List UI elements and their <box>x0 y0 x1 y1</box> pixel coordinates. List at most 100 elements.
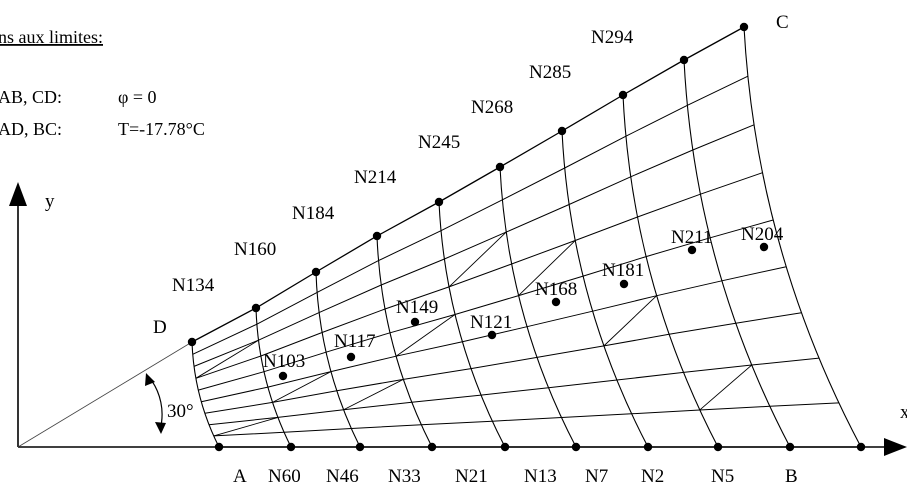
mesh-radial-line-3 <box>376 235 433 448</box>
mesh-row-line-8 <box>192 75 749 355</box>
node-label-n103: N103 <box>263 351 305 372</box>
mesh-radial-line-0 <box>191 341 220 448</box>
mesh-diagonal-line-5 <box>518 240 576 296</box>
node-label-n168: N168 <box>535 279 577 300</box>
mesh-diagonal-line-4 <box>448 231 507 288</box>
node-label-n245: N245 <box>418 132 460 153</box>
node-label-n294: N294 <box>591 27 634 48</box>
mesh-radial-line-1 <box>255 307 292 448</box>
node-label-n160: N160 <box>234 239 276 260</box>
bottom-node-dot-3 <box>427 442 437 452</box>
mesh-row-line-3 <box>204 312 802 414</box>
top-node-dot-3 <box>372 231 382 241</box>
node-label-n13: N13 <box>524 466 557 485</box>
mesh-row-line-6 <box>195 172 763 379</box>
top-node-dot-0 <box>187 337 197 347</box>
mesh-radial-line-7 <box>622 94 719 448</box>
node-label-n181: N181 <box>602 260 644 281</box>
mesh-diagonal-line-6 <box>603 295 657 347</box>
top-node-dot-4 <box>434 197 444 207</box>
mesh-arc-lines <box>191 26 861 448</box>
bottom-node-dot-6 <box>643 442 653 452</box>
interior-node-dot-3 <box>487 330 497 340</box>
mesh-diagonal-line-3 <box>395 314 456 357</box>
mesh-row-line-5 <box>198 219 774 391</box>
mesh-radial-line-8 <box>683 59 791 448</box>
bottom-node-dot-9 <box>856 442 866 452</box>
node-label-n5: N5 <box>711 466 734 485</box>
boundary-conditions-title: ns aux limites: <box>0 27 103 47</box>
mesh-radial-line-9 <box>743 26 862 448</box>
bc-edges-ab-cd: AB, CD: <box>0 87 62 107</box>
node-label-n204: N204 <box>741 224 784 245</box>
bottom-node-dot-0 <box>214 442 224 452</box>
bottom-node-dot-7 <box>713 442 723 452</box>
mesh-radial-lines <box>191 26 862 448</box>
mesh-row-line-7 <box>193 124 755 367</box>
angle-reference-line <box>17 341 193 448</box>
mesh-diagonal-lines <box>195 231 753 437</box>
top-node-dot-9 <box>739 22 749 32</box>
top-node-dot-6 <box>557 126 567 136</box>
mesh-radial-line-4 <box>438 201 506 448</box>
node-label-n46: N46 <box>326 466 359 485</box>
node-label-n60: N60 <box>268 466 301 485</box>
corner-label-a: A <box>233 466 247 485</box>
bottom-node-dot-8 <box>785 442 795 452</box>
mesh-row-line-2 <box>208 357 820 426</box>
bc-condition-ad-bc: T=-17.78°C <box>118 119 205 139</box>
interior-node-dot-6 <box>687 245 697 255</box>
y-axis-arrowhead <box>9 182 27 206</box>
node-label-n184: N184 <box>292 203 335 224</box>
corner-label-c: C <box>776 12 789 33</box>
bottom-node-dot-4 <box>500 442 510 452</box>
interior-node-dot-0 <box>278 371 288 381</box>
node-label-n117: N117 <box>334 331 376 352</box>
node-label-n268: N268 <box>471 97 513 118</box>
bc-edges-ad-bc: AD, BC: <box>0 119 62 139</box>
top-node-dot-2 <box>311 267 321 277</box>
angle-label: 30° <box>167 401 194 422</box>
mesh-radial-line-6 <box>561 130 649 448</box>
node-label-n149: N149 <box>396 297 438 318</box>
top-node-dot-5 <box>495 162 505 172</box>
bottom-node-dot-5 <box>571 442 581 452</box>
node-label-n33: N33 <box>388 466 421 485</box>
interior-node-dot-4 <box>551 297 561 307</box>
interior-node-dot-2 <box>410 317 420 327</box>
mesh-row-line-1 <box>213 402 839 437</box>
angle-arrowhead-bottom <box>155 422 166 434</box>
mesh-diagonal-line-7 <box>699 364 753 411</box>
y-axis-label: y <box>45 191 55 212</box>
corner-label-b: B <box>785 466 798 485</box>
top-node-dot-7 <box>618 90 628 100</box>
mesh-diagonal-line-0 <box>213 417 279 437</box>
node-label-n285: N285 <box>529 62 571 83</box>
interior-node-dot-5 <box>619 279 629 289</box>
top-node-dot-8 <box>679 55 689 65</box>
node-label-n211: N211 <box>671 227 713 248</box>
corner-label-d: D <box>153 317 167 338</box>
angle-arrowhead-top <box>145 373 155 386</box>
interior-node-dot-7 <box>759 242 769 252</box>
mesh-diagonal-line-2 <box>343 378 404 411</box>
node-label-n2: N2 <box>641 466 664 485</box>
mesh-diagonal-line-8 <box>195 339 259 379</box>
mesh-diagonal-line-1 <box>272 371 332 403</box>
mesh-radial-line-5 <box>499 166 577 448</box>
node-label-n214: N214 <box>354 167 397 188</box>
node-label-n7: N7 <box>585 466 608 485</box>
x-axis-arrowhead <box>884 438 907 456</box>
top-node-dot-1 <box>251 303 261 313</box>
mesh-node-dots <box>187 22 866 452</box>
node-label-n121: N121 <box>470 312 512 333</box>
mesh-row-line-9 <box>191 26 745 343</box>
mesh-radial-line-2 <box>315 271 361 448</box>
bc-condition-ab-cd: φ = 0 <box>118 87 157 107</box>
interior-node-dot-1 <box>346 352 356 362</box>
node-label-n134: N134 <box>172 275 215 296</box>
x-axis-label: x <box>900 402 907 423</box>
node-label-n21: N21 <box>455 466 488 485</box>
bottom-node-dot-1 <box>286 442 296 452</box>
